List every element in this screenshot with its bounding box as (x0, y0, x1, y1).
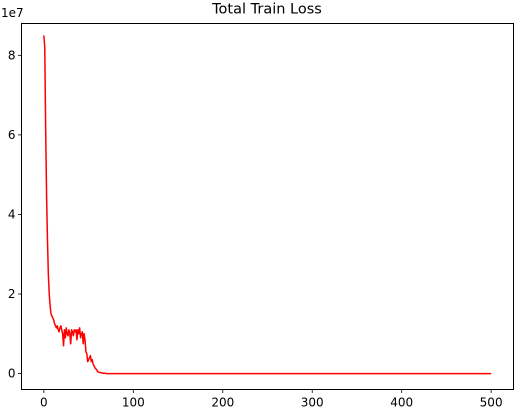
series-line-0 (43, 35, 492, 375)
y-tick-label: 8 (8, 48, 16, 62)
x-axis: 0 100 200 300 400 500 (40, 389, 503, 410)
x-tick-label: 500 (480, 396, 503, 410)
x-tick-label: 100 (122, 396, 145, 410)
x-tick-label: 400 (390, 396, 413, 410)
y-tick-label: 0 (8, 367, 16, 381)
x-tick-label: 200 (211, 396, 234, 410)
y-tick-label: 2 (8, 287, 16, 301)
plot-area (43, 35, 492, 375)
chart-title: Total Train Loss (211, 2, 322, 18)
x-tick-label: 300 (301, 396, 324, 410)
y-axis: 0 2 4 6 8 (8, 48, 22, 381)
x-tick-label: 0 (40, 396, 48, 410)
y-tick-label: 4 (8, 207, 16, 221)
y-tick-label: 6 (8, 128, 16, 142)
y-axis-offset-label: 1e7 (1, 6, 24, 20)
axes-frame (21, 23, 514, 390)
